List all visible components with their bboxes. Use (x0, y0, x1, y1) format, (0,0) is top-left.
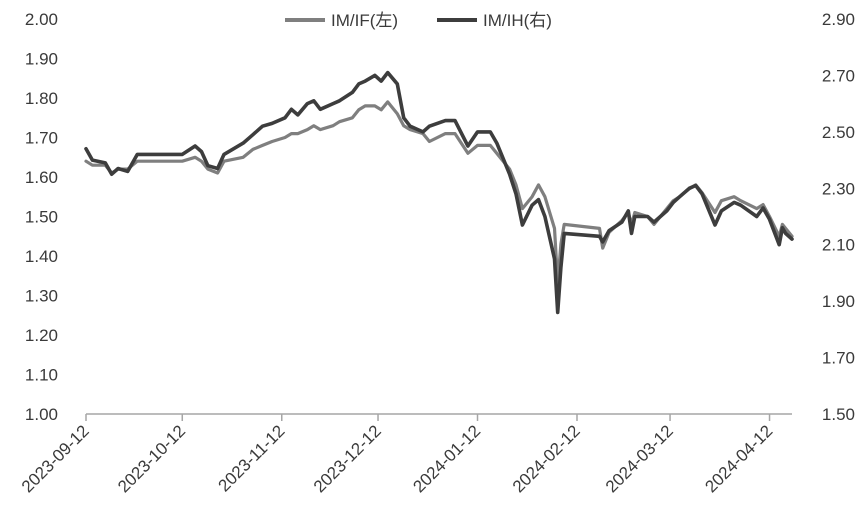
right-y-tick-label: 2.90 (822, 10, 855, 29)
right-y-tick-label: 2.30 (822, 179, 855, 198)
x-tick-label: 2023-11-12 (215, 421, 289, 495)
chart-legend: IM/IF(左) IM/IH(右) (285, 11, 552, 30)
x-axis-ticks: 2023-09-12 2023-10-12 2023-11-12 2023-12-12… (18, 414, 776, 496)
left-y-axis-tick-labels: 1.00 1.10 1.20 1.30 1.40 1.50 1.60 1.70 1.80 1.90… (25, 10, 58, 424)
x-tick-label: 2023-12-12 (310, 421, 385, 496)
left-y-tick-label: 1.90 (25, 50, 58, 69)
left-y-tick-label: 1.60 (25, 168, 58, 187)
right-y-tick-label: 1.50 (822, 405, 855, 424)
legend-label-im-if: IM/IF(左) (331, 11, 398, 30)
left-y-tick-label: 1.80 (25, 89, 58, 108)
left-y-tick-label: 1.70 (25, 129, 58, 148)
series-line-im-ih (84, 70, 794, 315)
right-y-axis-tick-labels: 1.50 1.70 1.90 2.10 2.30 2.50 2.70 2.90 (822, 10, 855, 424)
x-tick-label: 2023-10-12 (114, 421, 189, 496)
left-y-tick-label: 1.30 (25, 287, 58, 306)
left-y-tick-label: 1.10 (25, 366, 58, 385)
x-tick-label: 2024-03-12 (602, 421, 677, 496)
left-y-tick-label: 1.20 (25, 326, 58, 345)
left-y-tick-label: 2.00 (25, 10, 58, 29)
right-y-tick-label: 2.50 (822, 123, 855, 142)
x-tick-label: 2024-02-12 (509, 421, 584, 496)
x-tick-label: 2024-04-12 (701, 421, 776, 496)
x-tick-label: 2023-09-12 (18, 421, 93, 496)
right-y-tick-label: 2.10 (822, 236, 855, 255)
x-tick-label: 2024-01-12 (409, 421, 484, 496)
right-y-tick-label: 1.90 (822, 292, 855, 311)
left-y-tick-label: 1.50 (25, 208, 58, 227)
right-y-tick-label: 2.70 (822, 66, 855, 85)
left-y-tick-label: 1.00 (25, 405, 58, 424)
series-layer (84, 70, 794, 315)
left-y-tick-label: 1.40 (25, 247, 58, 266)
right-y-tick-label: 1.70 (822, 349, 855, 368)
legend-label-im-ih: IM/IH(右) (483, 11, 552, 30)
